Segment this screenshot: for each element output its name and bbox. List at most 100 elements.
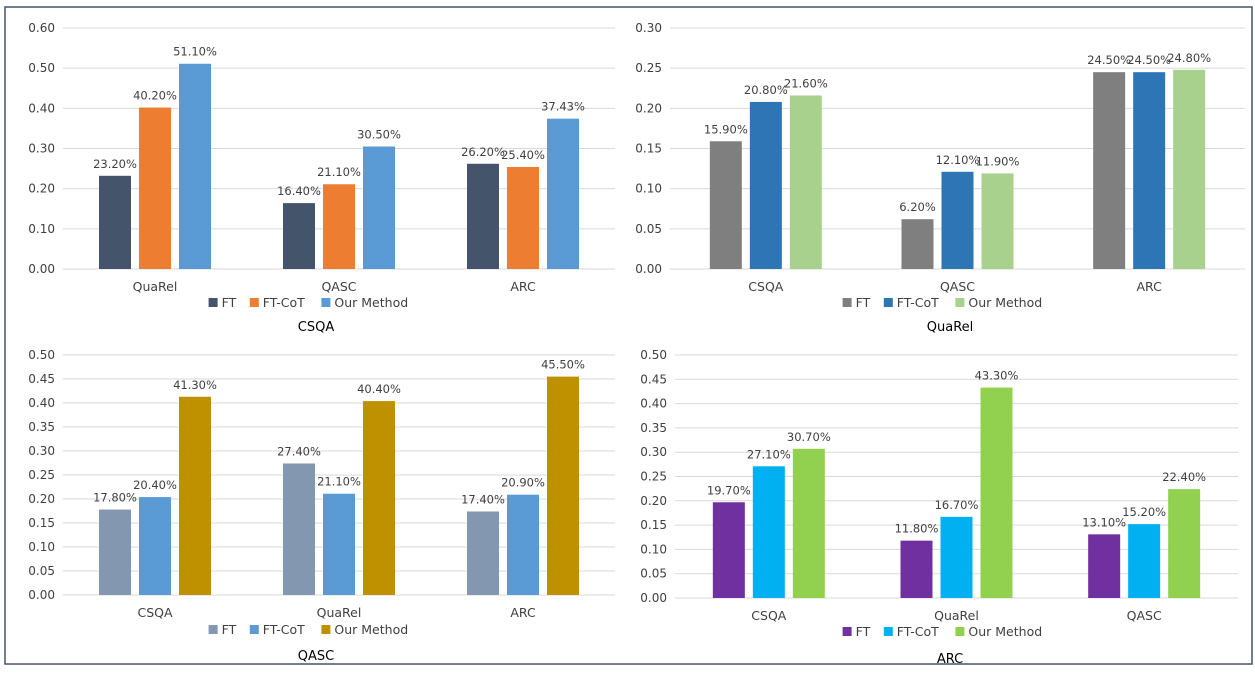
data-label: 19.70% bbox=[707, 483, 751, 497]
y-tick-label: 0.15 bbox=[28, 516, 55, 530]
x-tick-label: QuaRel bbox=[133, 279, 178, 294]
data-label: 45.50% bbox=[541, 358, 585, 372]
legend-swatch bbox=[321, 298, 331, 307]
bar bbox=[467, 163, 499, 269]
bar bbox=[792, 448, 825, 598]
y-tick-label: 0.50 bbox=[28, 348, 55, 362]
bar bbox=[900, 540, 933, 598]
legend-swatch bbox=[208, 625, 218, 634]
chart-qasc: 0.00 0.05 0.10 0.15 0.20 0.25 0.30 0.35 0.40 0.45… bbox=[28, 348, 615, 664]
data-label: 40.40% bbox=[357, 382, 401, 396]
chart-csqa: 0.00 0.10 0.20 0.30 0.40 0.50 0.60 23.20% 40.20%… bbox=[28, 21, 615, 335]
legend-item: FT-CoT bbox=[249, 295, 305, 310]
bar bbox=[901, 219, 934, 269]
bar bbox=[789, 95, 822, 269]
x-tick-label: QuaRel bbox=[934, 608, 979, 623]
bar bbox=[363, 146, 395, 269]
y-tick-label: 0.05 bbox=[28, 564, 55, 578]
legend-swatch bbox=[883, 298, 893, 307]
y-tick-label: 0.40 bbox=[28, 396, 55, 410]
legend-swatch bbox=[249, 298, 259, 307]
data-label: 27.40% bbox=[277, 444, 321, 458]
bar bbox=[752, 466, 785, 598]
data-label: 21.10% bbox=[317, 165, 361, 179]
x-tick-label: QASC bbox=[1127, 608, 1162, 623]
data-label: 24.80% bbox=[1167, 51, 1211, 65]
y-tick-label: 0.10 bbox=[28, 222, 55, 236]
y-tick-label: 0.30 bbox=[28, 142, 55, 156]
data-label: 20.40% bbox=[133, 478, 177, 492]
y-tick-label: 0.35 bbox=[640, 421, 667, 435]
bar bbox=[547, 118, 579, 270]
bar bbox=[1168, 489, 1201, 598]
legend-swatch bbox=[955, 298, 965, 307]
legend-label: FT bbox=[856, 295, 871, 310]
legend-label: FT bbox=[856, 624, 871, 639]
y-tick-label: 0.30 bbox=[28, 444, 55, 458]
data-label: 17.40% bbox=[461, 492, 505, 506]
legend-item: FT bbox=[208, 295, 237, 310]
data-label: 12.10% bbox=[936, 153, 980, 167]
legend-label: FT-CoT bbox=[897, 624, 939, 639]
x-tick-label: QASC bbox=[940, 279, 975, 294]
y-tick-label: 0.40 bbox=[640, 397, 667, 411]
y-tick-label: 0.20 bbox=[28, 182, 55, 196]
bar bbox=[507, 494, 539, 595]
x-tick-label: QASC bbox=[321, 279, 356, 294]
data-label: 17.80% bbox=[93, 491, 137, 505]
y-tick-label: 0.00 bbox=[640, 591, 667, 605]
bar bbox=[1088, 534, 1121, 598]
x-tick-label: CSQA bbox=[751, 608, 787, 623]
legend-item: FT bbox=[842, 295, 871, 310]
chart-quarel: 0.00 0.05 0.10 0.15 0.20 0.25 0.30 15.90% 20.80%… bbox=[635, 21, 1245, 335]
y-tick-label: 0.00 bbox=[28, 588, 55, 602]
chart-arc: 0.00 0.05 0.10 0.15 0.20 0.25 0.30 0.35 0.40 0.45… bbox=[640, 348, 1238, 667]
bar bbox=[179, 63, 211, 269]
bar bbox=[99, 509, 131, 595]
figure-border bbox=[4, 6, 1253, 665]
y-tick-label: 0.60 bbox=[28, 21, 55, 35]
chart-title: ARC bbox=[937, 652, 963, 667]
y-tick-label: 0.05 bbox=[640, 567, 667, 581]
chart-title: CSQA bbox=[298, 320, 335, 335]
y-tick-label: 0.30 bbox=[640, 445, 667, 459]
data-label: 41.30% bbox=[173, 378, 217, 392]
y-tick-label: 0.00 bbox=[28, 262, 55, 276]
bar bbox=[547, 376, 579, 595]
bar bbox=[363, 401, 395, 595]
y-tick-label: 0.25 bbox=[635, 61, 662, 75]
data-label: 16.40% bbox=[277, 184, 321, 198]
y-tick-label: 0.50 bbox=[28, 61, 55, 75]
data-label: 22.40% bbox=[1162, 470, 1206, 484]
bar bbox=[980, 387, 1013, 598]
legend-label: FT-CoT bbox=[263, 622, 305, 637]
y-tick-label: 0.20 bbox=[635, 101, 662, 115]
bar bbox=[283, 203, 315, 269]
chart-title: QuaRel bbox=[927, 320, 974, 335]
data-label: 16.70% bbox=[935, 498, 979, 512]
legend-label: Our Method bbox=[334, 622, 408, 637]
bar bbox=[179, 396, 211, 595]
y-tick-label: 0.10 bbox=[640, 542, 667, 556]
data-label: 6.20% bbox=[899, 200, 936, 214]
data-label: 30.70% bbox=[787, 430, 831, 444]
data-label: 51.10% bbox=[173, 45, 217, 59]
bar bbox=[940, 516, 973, 598]
legend-swatch bbox=[883, 627, 893, 636]
legend-label: Our Method bbox=[968, 624, 1042, 639]
bar bbox=[507, 166, 539, 269]
y-tick-label: 0.35 bbox=[28, 420, 55, 434]
data-label: 21.60% bbox=[784, 76, 828, 90]
bar bbox=[941, 171, 974, 269]
y-tick-label: 0.20 bbox=[28, 492, 55, 506]
legend-item: Our Method bbox=[955, 295, 1042, 310]
x-tick-label: QuaRel bbox=[317, 605, 362, 620]
bar bbox=[283, 463, 315, 595]
y-tick-label: 0.50 bbox=[640, 348, 667, 362]
legend-swatch bbox=[842, 298, 852, 307]
legend-label: FT-CoT bbox=[897, 295, 939, 310]
chart-title: QASC bbox=[298, 649, 334, 664]
y-tick-label: 0.40 bbox=[28, 101, 55, 115]
data-label: 20.90% bbox=[501, 476, 545, 490]
data-label: 11.90% bbox=[976, 154, 1020, 168]
